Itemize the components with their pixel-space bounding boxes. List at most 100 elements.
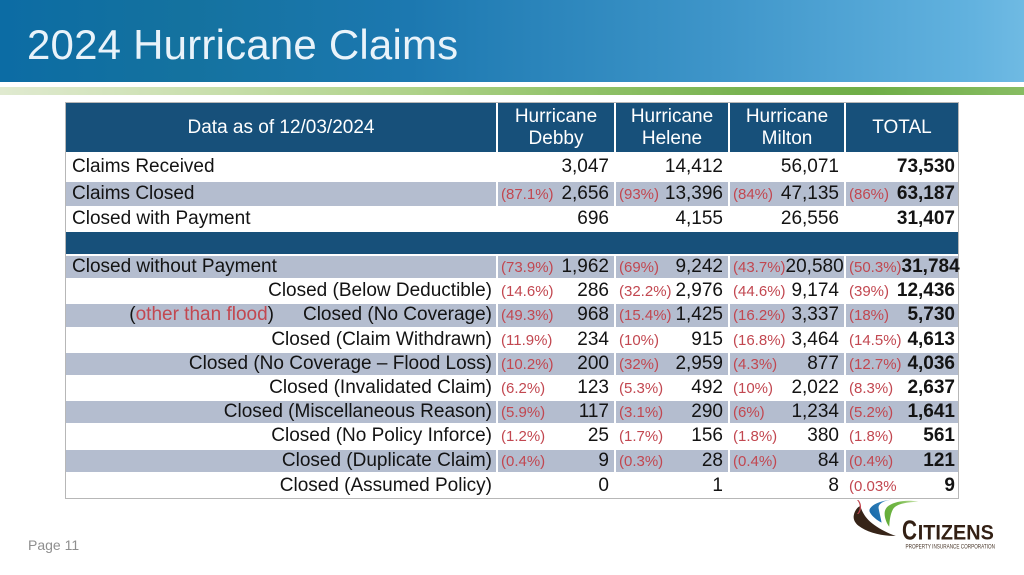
header-hurricane-debby: Hurricane Debby [498,103,616,154]
total-cell: (1.8%) 561 [846,425,958,450]
percent-value: (69%) [619,259,660,277]
claim-count: 26,556 [780,207,839,229]
value-cell: 26,556 [730,207,846,232]
row-label: Closed (Duplicate Claim) [66,449,498,474]
percent-value: (16.2%) [733,307,786,325]
percent-value: (50.3%) [849,259,902,277]
percent-value: (1.7%) [619,428,664,446]
value-cell: (5.9%) 117 [498,401,616,426]
total-cell: (0.03% 9) [846,473,958,515]
claim-count: 2,959 [675,352,723,374]
claim-count: 3,464 [791,328,839,350]
row-label: Closed (Miscellaneous Reason) [66,401,498,426]
percent-value: (14.5%) [849,331,902,349]
claim-count: 9 [944,474,955,496]
percent-value: (6.2%) [501,380,546,398]
percent-value: (73.9%) [501,259,554,277]
slide-title: 2024 Hurricane Claims [27,21,459,68]
percent-value: (3.1%) [619,404,664,422]
value-cell: 14,412 [616,154,730,182]
claim-count: 2,637 [907,377,955,399]
logo-wordmark: ITIZENS [918,520,994,544]
claim-count: 4,613 [907,328,955,350]
total-cell: 73,530 [846,154,958,182]
table-row: Claims Received 3,047 14,412 56,071 73,530 [66,154,958,182]
value-cell: (11.9%) 234 [498,328,616,353]
claim-count: 20,580 [785,256,844,278]
percent-value: (84%) [733,185,774,203]
row-label: Closed without Payment [66,256,498,281]
total-cell: (12.7%) 4,036 [846,352,958,377]
percent-value: (86%) [849,185,890,203]
value-cell: (84%) 47,135 [730,182,846,208]
claim-count: 1,641 [907,401,955,423]
claim-count: 9 [598,449,609,471]
value-cell: (1.7%) 156 [616,425,730,450]
logo-wordmark-initial: C [902,514,917,545]
header-hurricane-helene: Hurricane Helene [616,103,730,154]
claim-count: 13,396 [664,182,723,204]
value-cell: (10.2%) 200 [498,352,616,377]
value-cell: (93%) 13,396 [616,182,730,208]
percent-value: (11.9%) [501,331,553,349]
value-cell: 0 [498,473,616,498]
claim-count: 47,135 [780,182,839,204]
row-label: Claims Received [66,154,498,182]
total-cell: (18%) 5,730 [846,304,958,329]
separator-cell [66,231,958,256]
claim-count: 14,412 [664,156,723,177]
claim-count: 28 [701,449,723,471]
percent-value: (44.6%) [733,283,786,301]
claim-count: 561 [923,425,955,447]
header-hurricane-milton: Hurricane Milton [730,103,846,154]
claim-count: 4,155 [675,207,723,229]
value-cell: (3.1%) 290 [616,401,730,426]
total-cell: (0.4%) 121 [846,449,958,474]
value-cell: (49.3%) 968 [498,304,616,329]
table-row: Closed (Duplicate Claim) (0.4%) 9 (0.3%) 28(… [66,449,958,474]
claim-count: 5,730 [907,304,955,326]
value-cell: (32%) 2,959 [616,352,730,377]
percent-value: (0.4%) [501,452,546,470]
table-row: Closed (Claim Withdrawn) (11.9%) 234 (10%) 9… [66,328,958,353]
value-cell: (1.8%) 380 [730,425,846,450]
percent-value: (87.1%) [501,185,554,203]
table-row: Closed (Assumed Policy) 0 1 8 (0.03% 9) [66,473,958,515]
percent-value: (1.8%) [849,428,894,446]
claim-count: 73,530 [896,156,955,177]
value-cell: (6%) 1,234 [730,401,846,426]
claim-count: 492 [691,377,723,399]
percent-value: (12.7%) [849,355,902,373]
value-cell: (69%) 9,242 [616,256,730,281]
value-cell: (44.6%) 9,174 [730,280,846,305]
percent-value: (6%) [733,404,765,422]
claims-table: Data as of 12/03/2024 Hurricane Debby Hu… [66,103,960,515]
percent-value: (1.2%) [501,428,546,446]
row-label: Closed with Payment [66,207,498,232]
claim-count: 121 [923,449,955,471]
value-cell: (6.2%) 123 [498,376,616,402]
claim-count: 696 [577,207,609,229]
row-label: Closed (Assumed Policy) [66,473,498,498]
claim-count: 9,242 [675,256,723,278]
claim-count: 8 [828,474,839,496]
percent-value: (0.4%) [849,452,894,470]
table-row: Closed (Invalidated Claim) (6.2%) 123 (5.3%… [66,376,958,402]
row-note-red: other than flood [135,304,268,326]
table-row: Closed without Payment (73.9%) 1,962 (69%) 9… [66,256,960,281]
row-label: Closed (No Policy Inforce) [66,425,498,450]
percent-value: (10.2%) [501,355,554,373]
percent-value: (5.2%) [849,404,894,422]
page-number: Page 11 [28,537,80,553]
citizens-logo: C ITIZENS PROPERTY INSURANCE CORPORATION [845,497,1010,561]
percent-value: (0.4%) [733,452,778,470]
claim-count: 56,071 [780,156,839,177]
table-row: Closed (Miscellaneous Reason) (5.9%) 117 (3… [66,401,958,426]
claim-count: 2,656 [561,182,609,204]
percent-value: (93%) [619,185,660,203]
percent-value: (14.6%) [501,283,554,301]
value-cell: (73.9%) 1,962 [498,256,616,281]
claim-count: 1,234 [791,401,839,423]
header-data-as-of: Data as of 12/03/2024 [66,103,498,154]
